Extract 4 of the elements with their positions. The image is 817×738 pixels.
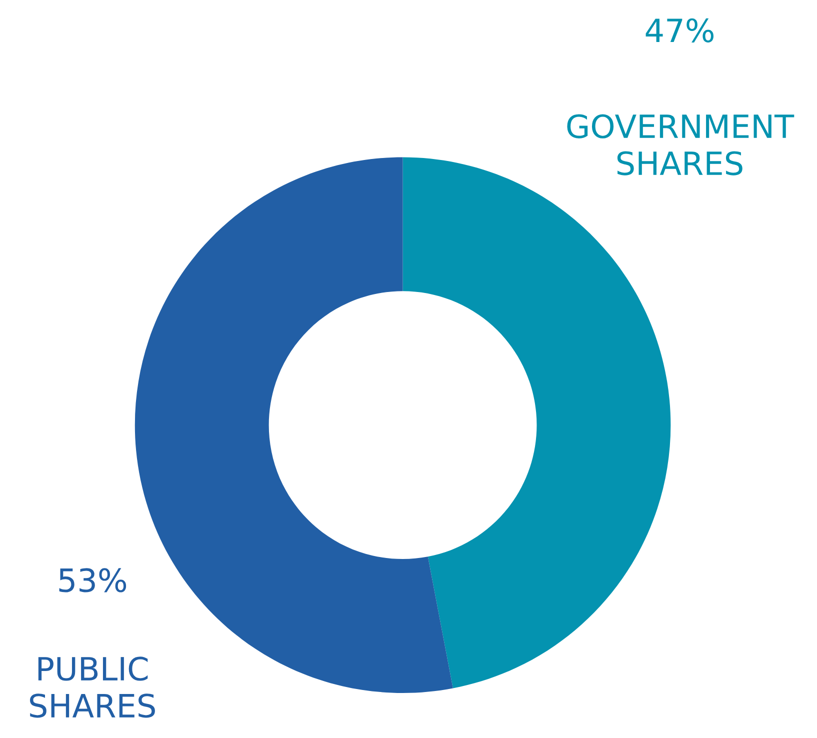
slice-label: GOVERNMENT SHARES: [567, 114, 794, 176]
slice-label: PUBLIC SHARES: [30, 656, 155, 718]
data-label: 47%: [646, 18, 714, 42]
data-label: 53%: [59, 568, 126, 592]
